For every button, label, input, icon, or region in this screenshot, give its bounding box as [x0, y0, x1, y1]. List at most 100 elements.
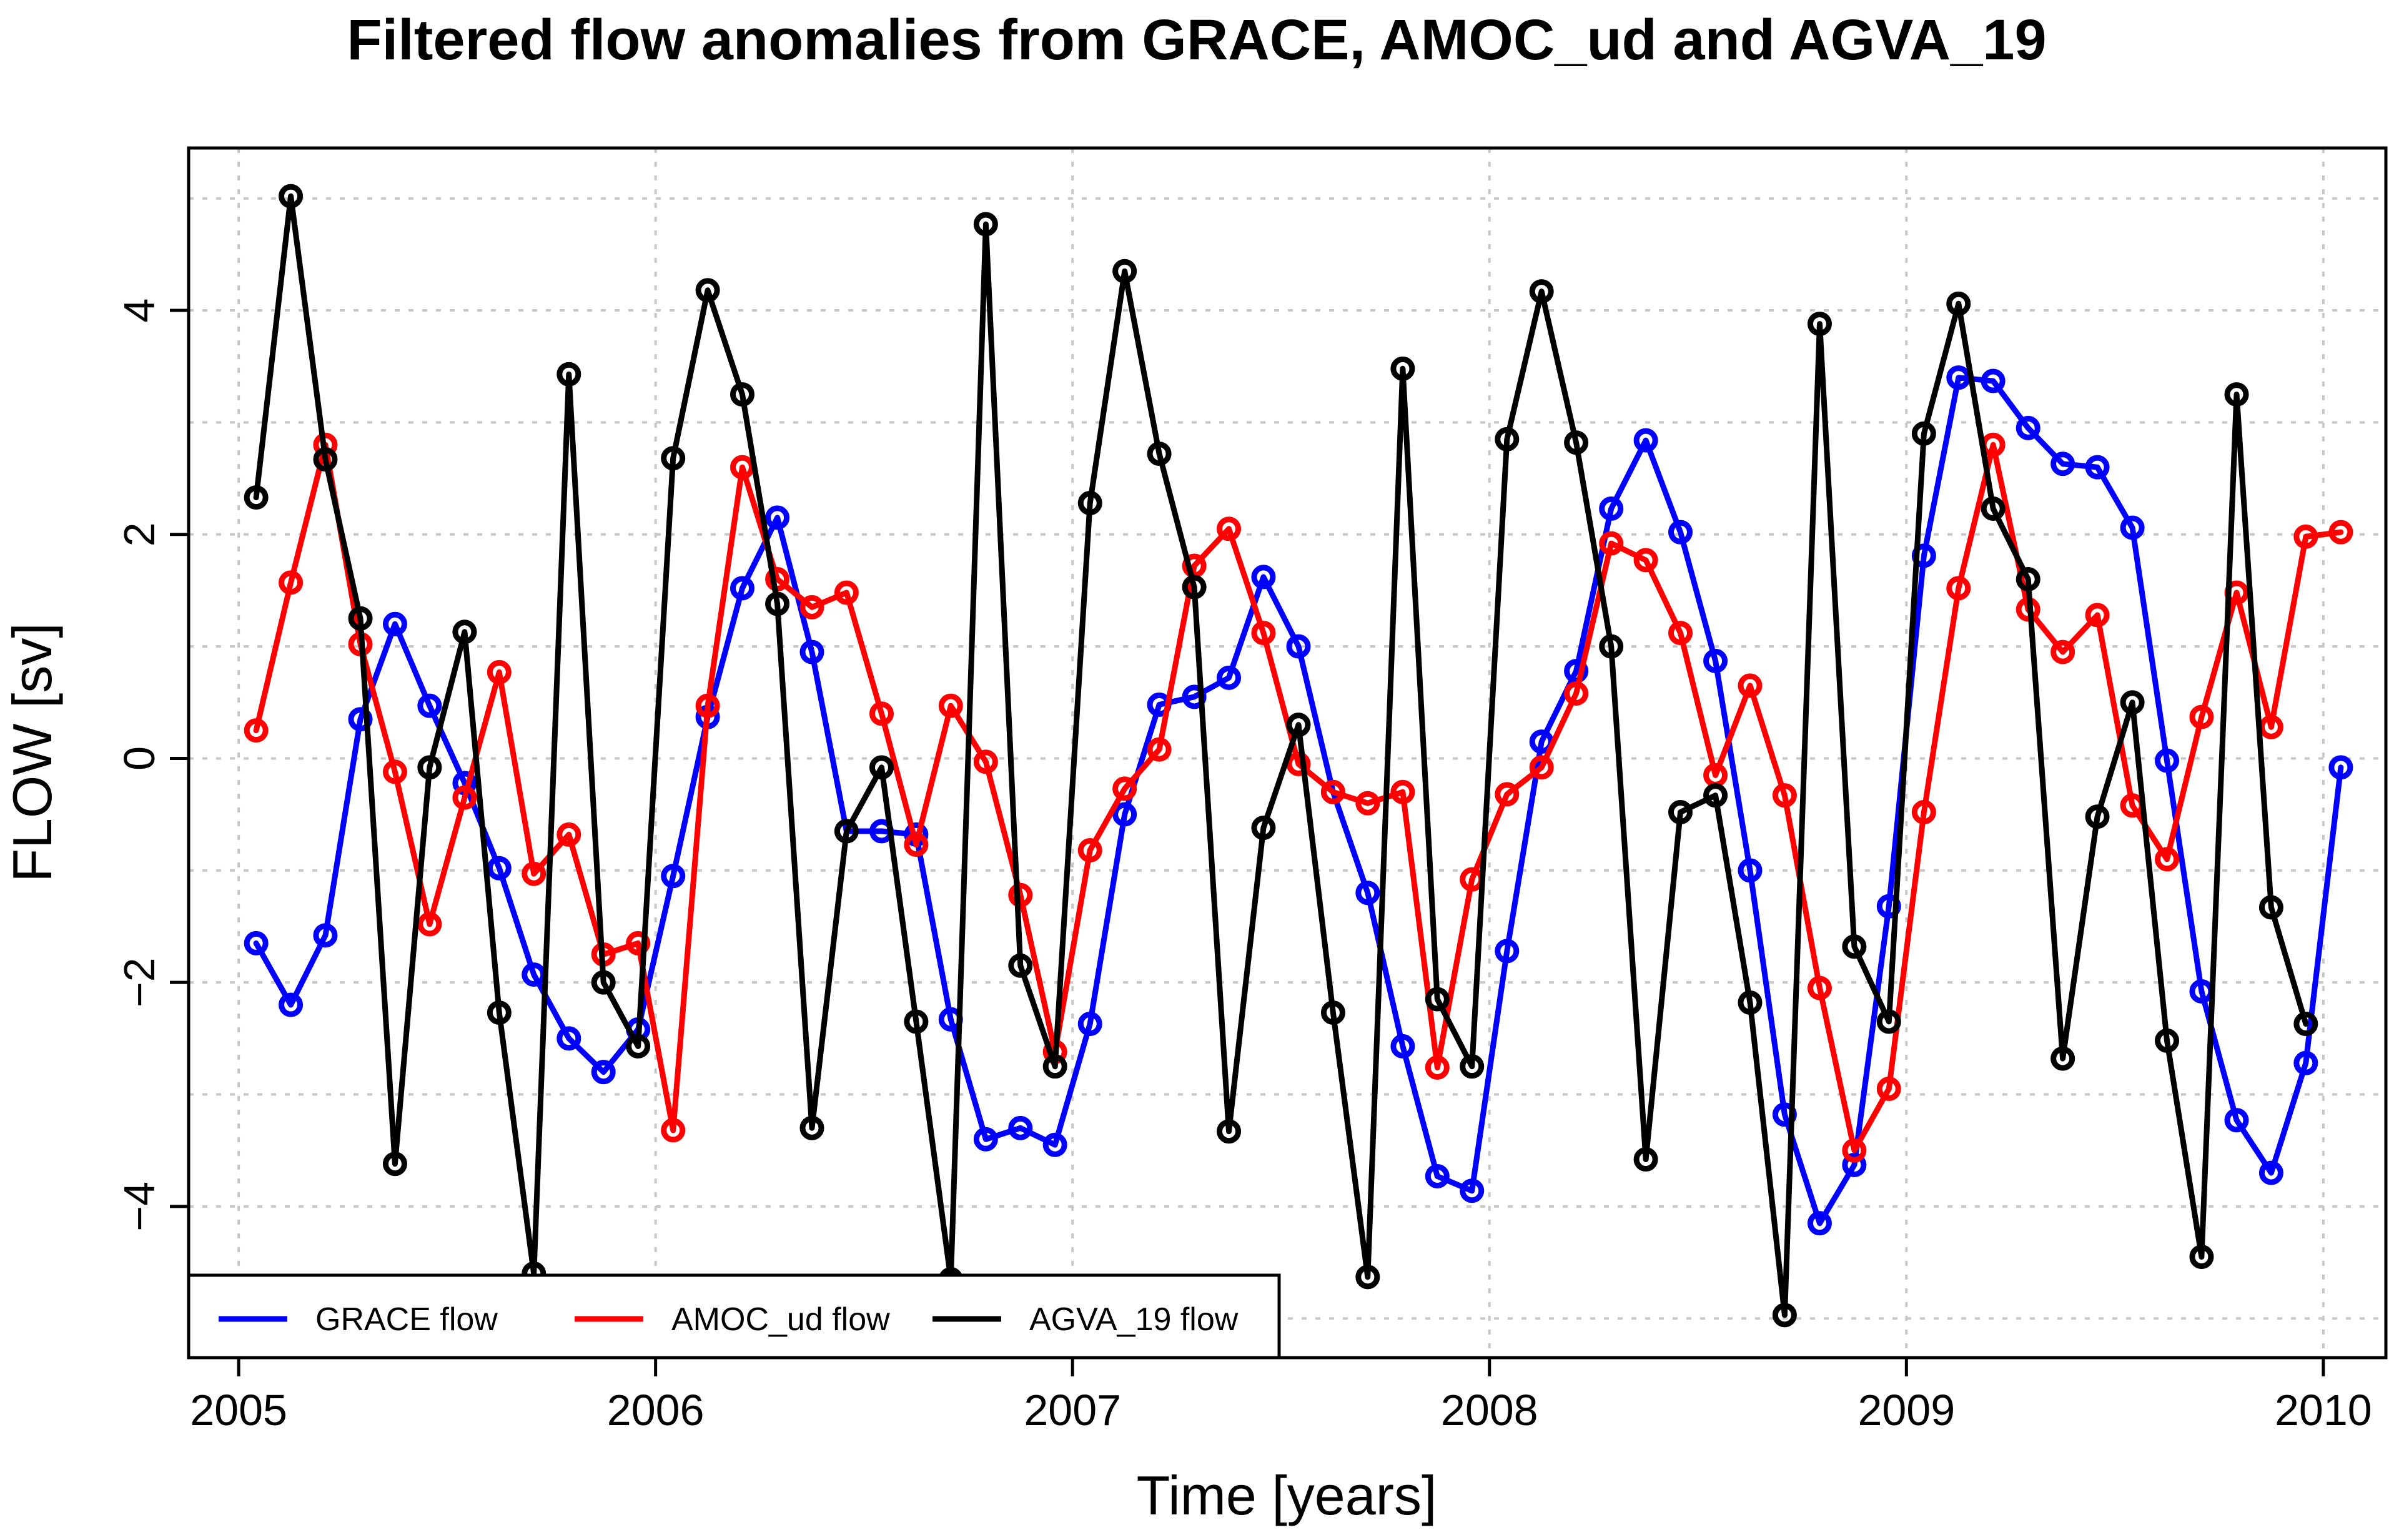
amoc-ud-flow-point	[938, 693, 963, 718]
amoc-ud-flow-point	[2155, 847, 2180, 872]
amoc-ud-flow-point	[904, 832, 929, 857]
amoc-ud-flow-point	[626, 930, 651, 955]
amoc-ud-flow-point	[417, 912, 442, 937]
amoc-ud-flow-point	[1738, 673, 1763, 698]
amoc-ud-flow-point	[1390, 779, 1415, 804]
agva-19-flow-point	[1911, 421, 1936, 446]
agva-19-flow-point	[382, 1152, 407, 1177]
x-axis-label: Time [years]	[1137, 1464, 1437, 1526]
amoc-ud-flow-point	[1286, 751, 1311, 776]
grace-flow-point	[487, 856, 512, 881]
agva-19-flow-point	[487, 1000, 512, 1025]
grace-flow-point	[1217, 665, 1242, 690]
grace-flow-point	[1251, 565, 1276, 590]
agva-19-flow-point	[417, 755, 442, 780]
grace-flow-point	[1564, 659, 1589, 684]
legend-label-grace-flow: GRACE flow	[315, 1301, 498, 1338]
grace-flow-point	[1425, 1163, 1450, 1188]
amoc-ud-flow-point	[1147, 737, 1172, 762]
agva-19-flow-point	[1147, 442, 1172, 466]
agva-19-flow-point	[2050, 1046, 2075, 1071]
grace-flow-point	[1008, 1115, 1033, 1140]
agva-19-flow-point	[244, 485, 269, 510]
amoc-ud-flow-line	[253, 442, 2344, 1153]
agva-19-flow-point	[973, 212, 998, 237]
agva-19-flow-point	[1876, 1009, 1901, 1034]
agva-19-flow-point	[1217, 1119, 1242, 1144]
amoc-ud-flow-point	[382, 759, 407, 784]
x-tick-label: 2007	[1024, 1386, 1121, 1434]
grace-flow-point	[1738, 858, 1763, 883]
agva-19-flow-line	[253, 193, 2309, 1318]
agva-19-flow-point	[799, 1115, 824, 1140]
amoc-ud-flow-point	[695, 693, 720, 718]
x-tick-label: 2010	[2275, 1386, 2372, 1434]
agva-19-flow-point	[695, 278, 720, 303]
amoc-ud-flow-point	[1876, 1077, 1901, 1102]
agva-19-flow-point	[1355, 1265, 1380, 1290]
grace-flow-point	[1042, 1132, 1067, 1157]
x-tick-label: 2009	[1857, 1386, 1955, 1434]
amoc-ud-flow-point	[452, 785, 477, 810]
grace-flow-point	[244, 930, 269, 955]
agva-19-flow-point	[1390, 356, 1415, 381]
grace-flow-point	[2224, 1108, 2249, 1133]
grace-flow-point	[1981, 368, 2006, 393]
grace-flow-point	[1286, 634, 1311, 659]
grace-flow-point	[1460, 1178, 1485, 1203]
grace-flow-point	[2016, 415, 2040, 440]
agva-19-flow-point	[279, 184, 304, 209]
grace-flow-point	[382, 611, 407, 636]
amoc-ud-flow-point	[2189, 704, 2214, 729]
grace-flow-point	[1668, 520, 1693, 545]
agva-19-flow-point	[904, 1009, 929, 1034]
amoc-ud-flow-point	[2050, 639, 2075, 664]
amoc-ud-flow-point	[1599, 531, 1624, 556]
agva-19-flow-point	[1738, 990, 1763, 1015]
agva-19-flow-point	[2120, 690, 2145, 715]
series-group	[244, 184, 2353, 1328]
amoc-ud-flow-point	[1946, 576, 1971, 601]
grace-flow-point	[417, 693, 442, 718]
amoc-ud-flow-point	[1529, 755, 1554, 780]
agva-19-flow-point	[1842, 934, 1867, 959]
amoc-ud-flow-point	[1911, 800, 1936, 825]
agva-19-flow-point	[1251, 816, 1276, 841]
plot-frame	[187, 146, 2388, 1360]
grace-flow-point	[2050, 452, 2075, 476]
amoc-ud-flow-point	[556, 822, 581, 847]
agva-19-flow-point	[765, 591, 790, 616]
grace-flow-point	[2085, 455, 2110, 480]
grace-flow-point	[279, 992, 304, 1017]
agva-19-flow-point	[1425, 987, 1450, 1012]
grace-flow-point	[1495, 939, 1520, 964]
amoc-ud-flow-point	[1320, 779, 1345, 804]
amoc-ud-flow-point	[487, 659, 512, 684]
amoc-ud-flow-point	[1807, 975, 1832, 1000]
agva-19-flow-point	[1946, 291, 1971, 316]
grace-flow-point	[591, 1060, 616, 1085]
agva-19-flow-point	[2085, 804, 2110, 829]
series-layer	[244, 184, 2353, 1328]
amoc-ud-flow-point	[1772, 783, 1797, 808]
agva-19-flow-point	[2189, 1245, 2214, 1270]
agva-19-flow-point	[1460, 1054, 1485, 1079]
amoc-ud-flow-point	[1564, 681, 1589, 706]
grace-flow-point	[1390, 1034, 1415, 1059]
grace-flow-point	[348, 707, 373, 732]
grace-flow-point	[2258, 1160, 2283, 1185]
agva-19-flow-point	[452, 619, 477, 644]
grace-flow-point	[2328, 755, 2353, 780]
agva-19-flow-point	[556, 362, 581, 387]
legend: GRACE flow AMOC_ud flow AGVA_19 flow	[187, 1273, 1281, 1360]
agva-19-flow-point	[1112, 259, 1137, 284]
agva-19-flow-point	[348, 606, 373, 631]
agva-19-flow-point	[1981, 496, 2006, 521]
grace-flow-point	[1807, 1211, 1832, 1236]
agva-19-flow-point	[1668, 800, 1693, 825]
x-tick-label: 2005	[190, 1386, 287, 1434]
y-axis-label: FLOW [sv]	[1, 623, 63, 882]
agva-19-flow-point	[1182, 575, 1207, 600]
grace-flow-line	[253, 375, 2344, 1227]
